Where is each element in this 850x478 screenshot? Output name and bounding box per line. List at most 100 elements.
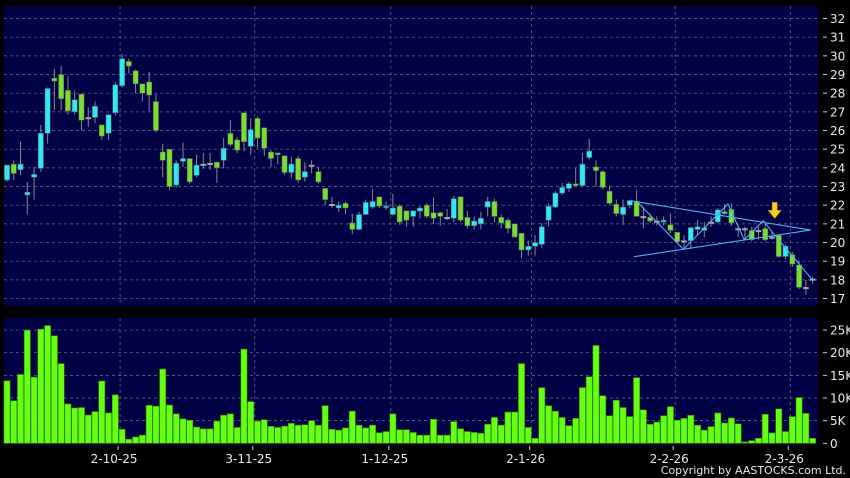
candle bbox=[105, 114, 112, 140]
price-tick-label: 28 bbox=[830, 87, 845, 101]
volume-bar bbox=[639, 409, 647, 444]
candle-body bbox=[322, 188, 329, 200]
candle-body bbox=[667, 224, 674, 231]
candle bbox=[17, 141, 24, 176]
price-tick-label: 27 bbox=[830, 105, 845, 119]
candle-body bbox=[715, 209, 721, 223]
triangle-lower-trendline bbox=[633, 229, 811, 258]
candle bbox=[38, 124, 44, 172]
candle bbox=[65, 76, 71, 115]
candle bbox=[430, 197, 437, 224]
candle bbox=[491, 198, 498, 223]
candle bbox=[518, 232, 525, 259]
volume-bar bbox=[545, 405, 552, 444]
volume-bar bbox=[612, 399, 620, 444]
candle bbox=[417, 206, 423, 219]
triangle-upper-trendline bbox=[630, 200, 811, 231]
candle bbox=[525, 240, 532, 256]
candle-body bbox=[38, 133, 44, 169]
volume-bar bbox=[199, 428, 207, 444]
volume-bar bbox=[125, 438, 133, 444]
candle-body bbox=[71, 99, 78, 113]
price-tick-label: 17 bbox=[830, 292, 845, 306]
candle bbox=[369, 189, 376, 209]
candle-body bbox=[132, 70, 139, 85]
candle-body bbox=[51, 77, 58, 82]
candle-body bbox=[762, 228, 769, 240]
candle bbox=[674, 232, 681, 244]
candle bbox=[78, 93, 85, 131]
volume-bar bbox=[463, 431, 471, 444]
volume-bar bbox=[145, 404, 153, 444]
candle-body bbox=[58, 74, 65, 100]
candle-body bbox=[268, 151, 274, 159]
candle bbox=[626, 199, 633, 209]
candle-body bbox=[755, 230, 762, 233]
candle-body bbox=[796, 264, 802, 288]
candle-body bbox=[173, 162, 180, 186]
candle bbox=[444, 208, 450, 221]
candle bbox=[126, 58, 132, 74]
candle bbox=[667, 213, 674, 234]
candle bbox=[660, 216, 667, 226]
candle bbox=[511, 223, 518, 238]
volume-bar bbox=[809, 438, 817, 444]
candle bbox=[532, 235, 538, 256]
candle-body bbox=[24, 191, 31, 196]
candle-body bbox=[444, 217, 450, 220]
volume-bar bbox=[139, 434, 146, 444]
candle-body bbox=[511, 223, 518, 238]
volume-bar bbox=[30, 376, 38, 444]
volume-bar bbox=[484, 423, 492, 444]
volume-bar bbox=[585, 376, 593, 444]
volume-bar bbox=[3, 380, 11, 444]
date-tick-label: 2-1-26 bbox=[506, 452, 545, 466]
candle bbox=[803, 279, 809, 295]
candle-body bbox=[620, 206, 626, 215]
volume-bar bbox=[328, 428, 336, 444]
candle bbox=[173, 160, 180, 188]
volume-bar bbox=[335, 429, 343, 444]
candle-body bbox=[532, 242, 538, 247]
candle-body bbox=[559, 187, 565, 194]
volume-bar bbox=[287, 423, 295, 444]
candle-body bbox=[396, 205, 403, 223]
volume-bar bbox=[98, 380, 106, 444]
candle-body bbox=[478, 218, 484, 225]
candle-body bbox=[349, 222, 356, 230]
candle bbox=[315, 166, 322, 184]
volume-bar bbox=[477, 433, 485, 444]
candle-body bbox=[234, 139, 241, 151]
volume-bar bbox=[592, 345, 600, 444]
volume-bar bbox=[71, 407, 79, 444]
volume-bar bbox=[782, 431, 789, 444]
candle-body bbox=[186, 158, 193, 183]
candle bbox=[153, 94, 159, 133]
volume-bar bbox=[254, 420, 261, 444]
volume-bar bbox=[795, 397, 803, 444]
volume-bar bbox=[389, 413, 397, 444]
candle-body bbox=[180, 158, 186, 162]
price-tick-label: 25 bbox=[830, 143, 845, 157]
candle bbox=[742, 226, 748, 240]
candle-body bbox=[139, 83, 146, 94]
volume-bar bbox=[213, 420, 221, 444]
date-tick-label: 2-3-26 bbox=[765, 452, 804, 466]
candle-body bbox=[112, 84, 119, 114]
volume-bar bbox=[274, 427, 282, 444]
candle bbox=[329, 196, 335, 209]
volume-bar bbox=[37, 328, 45, 444]
candle bbox=[349, 213, 356, 235]
candle-body bbox=[769, 236, 775, 239]
volume-bar bbox=[727, 417, 735, 444]
candle-body bbox=[417, 207, 423, 212]
candle-body bbox=[545, 205, 552, 221]
candle-body bbox=[687, 227, 694, 241]
candle-body bbox=[105, 114, 112, 134]
volume-bar bbox=[524, 427, 532, 444]
volume-bar bbox=[416, 434, 424, 444]
candle-body bbox=[126, 61, 132, 67]
candle bbox=[538, 222, 545, 249]
volume-panel: 0 5K 10K 15K 20K 25K bbox=[3, 318, 850, 451]
candle-body bbox=[329, 204, 335, 207]
